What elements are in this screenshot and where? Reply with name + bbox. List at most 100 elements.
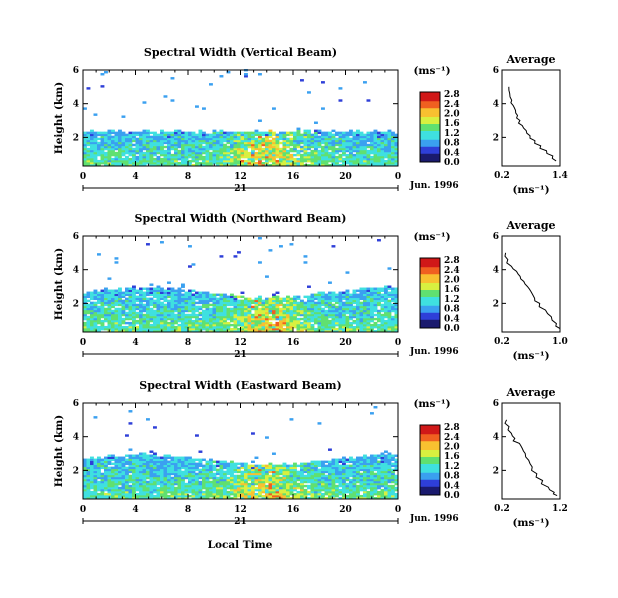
heatmap-cell [156, 293, 161, 297]
heatmap-cell [335, 484, 339, 488]
heatmap-cell [118, 291, 122, 294]
heatmap-cell [282, 151, 287, 155]
heatmap-cell [321, 472, 325, 476]
heatmap-cell [163, 303, 168, 307]
heatmap-cell [149, 153, 154, 157]
heatmap-cell [391, 305, 395, 309]
heatmap-cell [163, 492, 168, 496]
heatmap-cell [314, 476, 318, 480]
heatmap-cell [279, 299, 283, 303]
heatmap-cell [216, 293, 220, 297]
heatmap-cell [310, 468, 315, 472]
heatmap-cell [282, 468, 287, 472]
heatmap-cell [174, 135, 178, 139]
heatmap-cell [163, 315, 168, 319]
heatmap-cell [233, 131, 238, 135]
heatmap-cell [303, 484, 308, 488]
heatmap-cell [394, 293, 399, 297]
colorbar-swatch [420, 282, 440, 285]
heatmap-cell [282, 309, 287, 313]
heatmap-cell [324, 496, 329, 500]
heatmap-cell [174, 490, 178, 494]
heatmap-cell [121, 133, 126, 137]
heatmap-cell [170, 313, 175, 317]
heatmap-cell [107, 492, 112, 496]
heatmap-cell [219, 313, 224, 317]
heatmap-cell [216, 141, 220, 145]
heatmap [83, 237, 399, 333]
heatmap-cell [142, 486, 147, 490]
heatmap-cell [170, 157, 175, 161]
heatmap-cell [149, 313, 154, 317]
heatmap-cell [104, 153, 108, 157]
heatmap-cell [282, 143, 287, 147]
heatmap-cell [300, 468, 304, 472]
heatmap-cell [338, 147, 343, 151]
heatmap-cell [258, 145, 262, 149]
heatmap-cell [352, 486, 357, 490]
heatmap-cell [254, 163, 259, 167]
heatmap-cell [163, 135, 168, 139]
heatmap-cell [100, 309, 105, 313]
heatmap-cell [373, 299, 378, 303]
heatmap-cell [303, 131, 308, 135]
heatmap-cell [139, 319, 143, 323]
heatmap-cell [184, 303, 189, 307]
heatmap-cell [258, 155, 262, 159]
heatmap-cell [328, 484, 332, 488]
heatmap-cell [188, 466, 192, 470]
heatmap-cell [303, 327, 308, 331]
heatmap-cell [261, 323, 266, 327]
heatmap-cell [370, 143, 374, 147]
heatmap-cell [205, 137, 210, 141]
heatmap-cell [272, 133, 276, 137]
heatmap-cell [93, 289, 98, 292]
heatmap-cell [209, 297, 213, 301]
heatmap-cell [195, 295, 199, 299]
heatmap-cell [135, 307, 140, 311]
heatmap-cell [384, 327, 388, 331]
heatmap-cell [237, 490, 241, 494]
heatmap-cell [212, 313, 217, 317]
heatmap-cell [380, 139, 385, 143]
heatmap-cell [331, 480, 336, 484]
heatmap-cell [314, 129, 318, 133]
heatmap-cell [93, 311, 98, 315]
heatmap-cell [268, 488, 273, 492]
heatmap-cell [282, 145, 287, 149]
heatmap-cell [93, 315, 98, 319]
heatmap-cell [107, 147, 112, 151]
heatmap-cell [188, 135, 192, 139]
heatmap-cell [233, 329, 238, 333]
heatmap-cell [258, 141, 262, 145]
heatmap-cell [219, 468, 224, 472]
heatmap-cell [205, 470, 210, 474]
colorbar-swatch [420, 155, 440, 158]
heatmap-cell [286, 131, 290, 135]
heatmap-cell [146, 492, 150, 496]
heatmap-cell [100, 297, 105, 301]
heatmap-cell [198, 480, 203, 484]
heatmap-cell [324, 466, 329, 470]
heatmap-cell [331, 329, 336, 333]
heatmap-cell [324, 149, 329, 153]
heatmap-cell [366, 321, 371, 325]
heatmap-cell [321, 474, 325, 478]
heatmap-cell [251, 474, 255, 478]
heatmap-cell [170, 133, 175, 137]
heatmap-cell [170, 494, 175, 498]
heatmap-cell [338, 137, 343, 141]
heatmap-cell [114, 460, 119, 464]
heatmap-cell [184, 313, 189, 317]
heatmap-cell [286, 161, 290, 165]
heatmap-cell [163, 486, 168, 490]
heatmap-cell [268, 464, 273, 468]
heatmap-cell [338, 482, 343, 486]
heatmap-cell [198, 163, 203, 167]
heatmap-cell [184, 155, 189, 159]
heatmap-cell [132, 486, 136, 490]
heatmap-cell [149, 472, 154, 476]
heatmap-cell [97, 462, 101, 466]
heatmap-cell [328, 480, 332, 484]
heatmap-cell [125, 161, 129, 165]
